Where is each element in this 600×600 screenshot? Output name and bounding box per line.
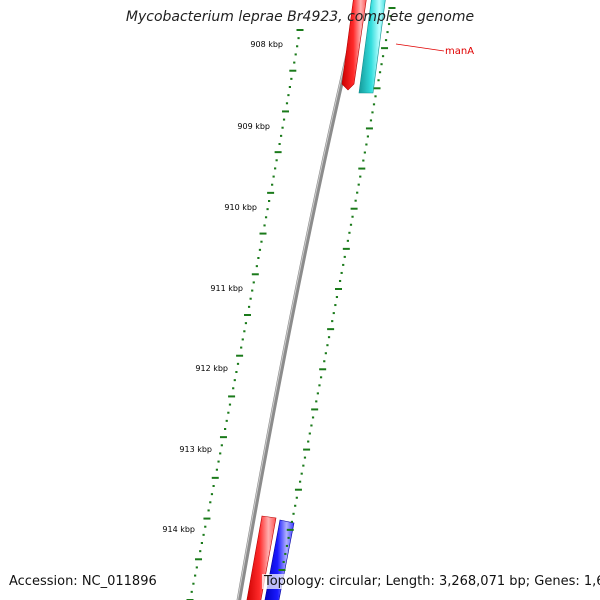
gene-label-manA: manA (445, 46, 474, 57)
gene-label-leader (395, 43, 445, 52)
kbp-scale-labels: 908 kbp 909 kbp 910 kbp 911 kbp 912 kbp … (162, 40, 283, 534)
kbp-label: 912 kbp (195, 364, 228, 373)
cds-forward-feature-lower (246, 515, 277, 600)
genome-backbone (236, 0, 364, 600)
kbp-label: 909 kbp (237, 122, 270, 131)
kbp-label: 908 kbp (250, 40, 283, 49)
kbp-label: 914 kbp (162, 525, 195, 534)
genome-summary-text: Topology: circular; Length: 3,268,071 bp… (262, 574, 600, 589)
cds-forward-feature (341, 0, 367, 91)
genome-backbone-highlight (237, 0, 361, 600)
scale-ticks (186, 7, 396, 600)
kbp-label: 911 kbp (210, 284, 243, 293)
cds-manA-feature (358, 0, 386, 94)
kbp-label: 910 kbp (224, 203, 257, 212)
kbp-label: 913 kbp (179, 445, 212, 454)
map-title: Mycobacterium leprae Br4923, complete ge… (125, 9, 475, 25)
accession-text: Accession: NC_011896 (9, 574, 157, 589)
